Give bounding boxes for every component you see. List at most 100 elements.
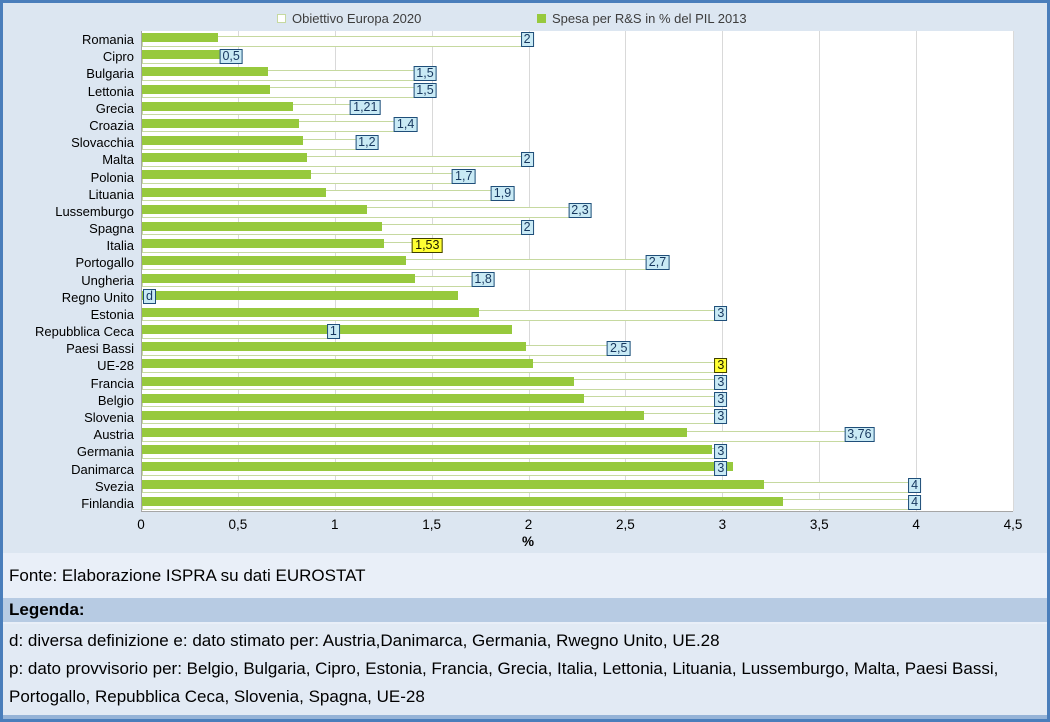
gridline	[431, 31, 433, 511]
country-label: Polonia	[90, 169, 134, 185]
target-label-box: 2,7	[645, 254, 670, 270]
value-bar	[142, 290, 458, 300]
value-bar	[142, 376, 575, 386]
country-label: Spagna	[89, 221, 134, 237]
x-tick-label: 2	[524, 517, 533, 532]
gridline	[528, 31, 530, 511]
country-label: Estonia	[90, 306, 134, 322]
source-note-text: Fonte: Elaborazione ISPRA su dati EUROST…	[9, 565, 366, 585]
value-bar	[142, 410, 644, 420]
target-label-box: 3	[714, 443, 728, 459]
value-series-swatch-icon	[537, 13, 546, 23]
target-label-box: 2,5	[607, 340, 631, 356]
value-bar	[142, 33, 218, 42]
value-bar	[142, 428, 687, 438]
country-label: Lettonia	[87, 83, 134, 99]
value-bar	[142, 256, 406, 266]
legend-label-value: Spesa per R&S in % del PIL 2013	[552, 10, 747, 26]
country-label: Portogallo	[75, 255, 134, 271]
legend-label-target: Obiettivo Europa 2020	[292, 10, 422, 26]
x-tick-label: 1,5	[422, 517, 442, 532]
legenda-line-definitions: d: diversa definizione e: dato stimato p…	[9, 631, 720, 650]
x-tick-label: 3,5	[809, 517, 829, 532]
target-label-box: 2,3	[568, 203, 592, 219]
value-bar	[142, 445, 712, 455]
legenda-header: Legenda:	[3, 598, 1047, 624]
country-label: Germania	[76, 444, 134, 460]
value-bar	[142, 221, 383, 231]
gridline	[625, 31, 627, 511]
target-label-box: 3	[714, 306, 728, 322]
country-label: Repubblica Ceca	[34, 324, 134, 340]
country-label: UE-28	[97, 358, 134, 374]
target-label-box: 1	[326, 323, 340, 339]
country-label: Slovenia	[84, 410, 134, 426]
country-label: Croazia	[89, 117, 134, 133]
country-label: Francia	[90, 375, 134, 391]
target-label-box: 1,5	[413, 83, 437, 99]
country-label: Cipro	[102, 49, 134, 65]
target-label-box: 1,21	[350, 100, 381, 116]
country-label: Italia	[106, 238, 134, 254]
legenda-body: d: diversa definizione e: dato stimato p…	[3, 624, 1047, 715]
value-bar	[142, 273, 416, 283]
target-label-box: 4	[908, 478, 922, 494]
value-bar	[142, 239, 385, 249]
value-bar	[142, 393, 584, 403]
x-tick-label: 2,5	[616, 517, 635, 532]
target-label-box: 2	[520, 220, 534, 236]
gridline	[916, 31, 918, 511]
value-bar	[142, 462, 734, 472]
gridline	[1013, 31, 1014, 511]
target-label-box: 0,5	[219, 48, 243, 64]
target-label-box: 1,7	[452, 168, 476, 184]
country-label: Grecia	[95, 100, 134, 116]
gridline	[237, 31, 239, 511]
x-tick-label: 0,5	[228, 517, 248, 532]
country-label: Romania	[81, 32, 134, 48]
country-label: Austria	[93, 427, 134, 443]
target-label-box: 3	[714, 409, 728, 425]
country-label: Slovacchia	[71, 135, 134, 151]
value-bar	[142, 84, 270, 94]
value-bar	[142, 153, 307, 163]
country-label: Belgio	[97, 392, 134, 408]
gridline	[334, 31, 336, 511]
target-label-box: 2	[520, 31, 534, 47]
gridline	[819, 31, 821, 511]
target-label-box: 1,8	[471, 272, 495, 287]
x-tick-label: 4	[912, 517, 920, 532]
target-label-box: 3	[714, 392, 728, 408]
target-label-box: 3	[714, 375, 728, 391]
target-label-box: 3	[714, 460, 728, 476]
target-label-box: 3	[714, 357, 728, 373]
bottom-divider	[3, 715, 1047, 719]
value-bar	[142, 342, 526, 352]
legend-entry-value: Spesa per R&S in % del PIL 2013	[537, 9, 747, 27]
target-label-box: 1,4	[393, 117, 418, 133]
legenda-line-provisional: p: dato provvisorio per: Belgio, Bulgari…	[9, 659, 999, 706]
country-label: Finlandia	[81, 495, 134, 511]
target-label-box: 1,53	[412, 237, 443, 253]
country-label: Svezia	[94, 478, 134, 494]
target-label-box: 1,5	[413, 65, 437, 81]
target-label-box: d	[143, 289, 156, 305]
country-label: Malta	[102, 152, 134, 168]
value-bar	[142, 118, 299, 128]
value-bar	[142, 50, 235, 60]
country-label: Paesi Bassi	[66, 341, 134, 357]
value-bar	[142, 204, 367, 214]
value-bar	[142, 479, 765, 489]
value-bar	[142, 101, 294, 111]
plot-area: 2 0,5 1,5 1,5 1,21 1,4 1,2 2 1,7 1,9 2,3 2 1,53 2,7 1,…	[141, 31, 1014, 512]
country-label: Bulgaria	[86, 66, 134, 82]
chart-area: Obiettivo Europa 2020 Spesa per R&S in %…	[3, 3, 1047, 553]
source-note: Fonte: Elaborazione ISPRA su dati EUROST…	[3, 553, 1047, 598]
x-tick-label: 0	[137, 517, 145, 532]
x-axis-title: %	[521, 534, 535, 549]
value-bar	[142, 307, 480, 317]
country-label: Regno Unito	[61, 289, 134, 305]
value-bar	[142, 170, 311, 180]
country-label: Danimarca	[71, 461, 134, 477]
